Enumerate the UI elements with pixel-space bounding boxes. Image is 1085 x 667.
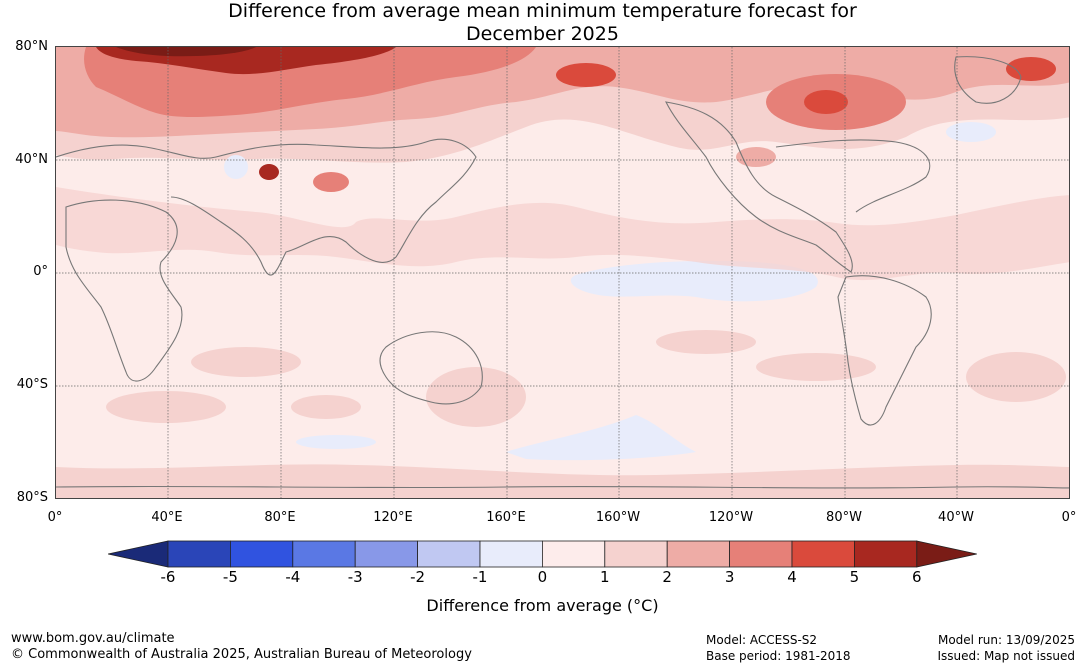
lon-label-0: 0°	[47, 510, 63, 525]
colorbar-tick-label: 6	[912, 568, 922, 586]
colorbar-segment	[230, 540, 294, 568]
footer-copyright: © Commonwealth of Australia 2025, Austra…	[11, 647, 472, 662]
lon-label-0-right: 0°	[1061, 510, 1077, 525]
colorbar-label: Difference from average (°C)	[426, 596, 659, 615]
colorbar-tick-label: -5	[222, 568, 238, 586]
colorbar	[108, 540, 977, 568]
colorbar-segment	[354, 540, 418, 568]
temperature-anomaly-map	[55, 46, 1070, 499]
lat-label-40s: 40°S	[16, 377, 48, 392]
map-title: Difference from average mean minimum tem…	[0, 0, 1085, 46]
colorbar-tick-label: 1	[600, 568, 610, 586]
lon-label-120e: 120°E	[373, 510, 413, 525]
colorbar-tick-label: 3	[724, 568, 735, 586]
colorbar-segment	[292, 540, 356, 568]
colorbar-segment	[604, 540, 668, 568]
colorbar-segment	[791, 540, 855, 568]
colorbar-segment	[666, 540, 731, 568]
colorbar-segment	[167, 540, 231, 568]
colorbar-tick-label: 0	[537, 568, 548, 586]
lon-label-40e: 40°E	[151, 510, 183, 525]
colorbar-tick-label: -4	[285, 568, 301, 586]
map-title-line1: Difference from average mean minimum tem…	[228, 0, 857, 22]
lon-label-40w: 40°W	[938, 510, 974, 525]
lat-label-40n: 40°N	[15, 152, 48, 167]
colorbar-segment	[417, 540, 481, 568]
lat-label-equator: 0°	[33, 264, 48, 279]
map-title-line2: December 2025	[466, 23, 619, 45]
colorbar-tick-label: 2	[662, 568, 672, 586]
colorbar-extend-high	[916, 540, 977, 568]
lon-label-80w: 80°W	[826, 510, 862, 525]
lat-label-80s: 80°S	[16, 490, 48, 505]
footer-issued: Issued: Map not issued	[937, 649, 1075, 663]
lon-label-160w: 160°W	[595, 510, 641, 525]
colorbar-tick-label: -6	[160, 568, 176, 586]
lon-label-80e: 80°E	[264, 510, 296, 525]
colorbar-tick-label: -2	[410, 568, 426, 586]
colorbar-segment	[479, 540, 543, 568]
lon-label-120w: 120°W	[708, 510, 754, 525]
lat-label-80n: 80°N	[15, 39, 48, 54]
colorbar-tick-label: 5	[849, 568, 860, 586]
colorbar-extend-low	[108, 540, 169, 568]
colorbar-segment	[541, 540, 606, 568]
colorbar-tick-label: -1	[472, 568, 488, 586]
colorbar-tick-label: -3	[347, 568, 363, 586]
footer-model-run: Model run: 13/09/2025	[937, 633, 1075, 647]
colorbar-segment	[729, 540, 793, 568]
colorbar-segment	[854, 540, 918, 568]
footer-website: www.bom.gov.au/climate	[11, 631, 175, 646]
footer-model: Model: ACCESS-S2	[706, 633, 818, 647]
footer-base-period: Base period: 1981-2018	[706, 649, 851, 663]
map-canvas	[56, 47, 1069, 498]
lon-label-160e: 160°E	[486, 510, 526, 525]
colorbar-tick-label: 4	[787, 568, 797, 586]
